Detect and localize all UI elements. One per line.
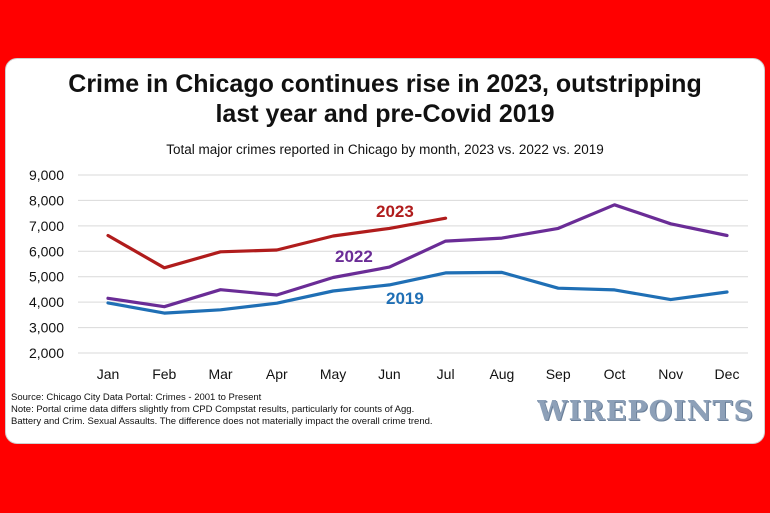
y-tick-label: 3,000 [29,320,64,336]
wirepoints-logo: WIREPOINTS [537,396,754,427]
x-tick-label: Jun [378,366,401,382]
series-label-2023: 2023 [376,202,414,221]
series-label-2022: 2022 [335,247,373,266]
x-tick-label: Oct [604,366,626,382]
x-tick-label: Dec [715,366,740,382]
y-tick-label: 8,000 [29,192,64,208]
y-tick-label: 4,000 [29,294,64,310]
chart-title-line-1: Crime in Chicago continues rise in 2023,… [68,70,702,98]
x-tick-label: Sep [546,366,571,382]
series-line-2022 [106,203,729,309]
chart-subtitle: Total major crimes reported in Chicago b… [166,142,604,157]
note-line-2: Battery and Crim. Sexual Assaults. The d… [11,416,433,427]
source-notes: Source: Chicago City Data Portal: Crimes… [11,392,511,428]
x-tick-label: May [320,366,346,382]
y-tick-label: 2,000 [29,345,64,361]
y-tick-label: 7,000 [29,218,64,234]
x-tick-label: Feb [152,366,176,382]
x-tick-label: Nov [658,366,683,382]
bottom-red-band [0,449,770,513]
y-tick-label: 5,000 [29,269,64,285]
x-tick-label: Apr [266,366,288,382]
y-tick-label: 9,000 [29,167,64,183]
x-tick-label: Aug [489,366,514,382]
source-line: Source: Chicago City Data Portal: Crimes… [11,392,262,403]
note-line-1: Note: Portal crime data differs slightly… [11,404,415,415]
series-line-2023 [106,216,448,270]
series-line-2019 [106,270,729,315]
x-tick-label: Mar [208,366,232,382]
top-red-band [0,0,770,54]
chart-title: Crime in Chicago continues rise in 2023,… [20,69,750,129]
x-tick-label: Jan [97,366,120,382]
series-label-2019: 2019 [386,289,424,308]
y-tick-label: 6,000 [29,243,64,259]
chart-title-line-2: last year and pre-Covid 2019 [215,100,555,128]
x-tick-label: Jul [437,366,455,382]
